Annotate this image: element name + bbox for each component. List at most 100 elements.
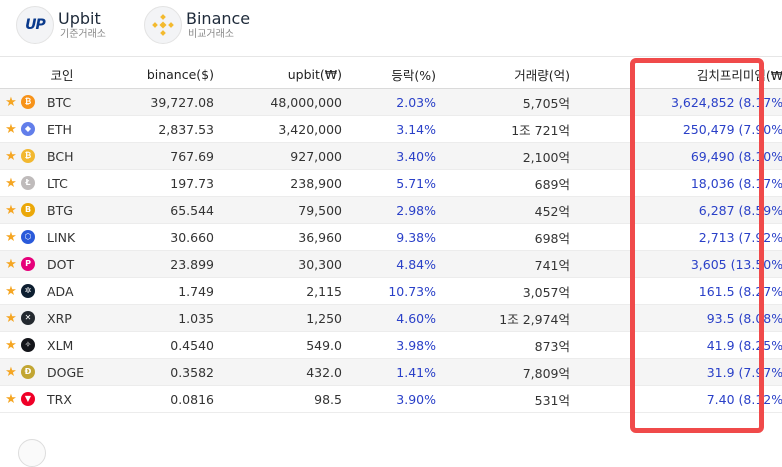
kimchi-premium: 7.40 (8.12%) bbox=[570, 385, 782, 413]
binance-exchange-button[interactable]: Binance 비교거래소 bbox=[144, 6, 250, 44]
bottom-avatar bbox=[18, 439, 46, 467]
coin-symbol: DOT bbox=[47, 256, 75, 272]
header-divider bbox=[0, 56, 782, 57]
kimchi-premium: 2,713 (7.92%) bbox=[570, 223, 782, 251]
upbit-exchange-button[interactable]: UP Upbit 기준거래소 bbox=[16, 6, 106, 44]
trade-volume: 873억 bbox=[436, 331, 570, 359]
upbit-price: 1,250 bbox=[214, 304, 342, 332]
change-percent: 4.84% bbox=[342, 250, 436, 278]
coin-symbol: LINK bbox=[47, 229, 76, 245]
table-row[interactable]: ★ ✲ ADA 1.749 2,115 10.73% 3,057억 161.5 (8.27%) bbox=[0, 277, 782, 305]
cardano-icon: ✲ bbox=[21, 284, 35, 298]
trade-volume: 2,100억 bbox=[436, 142, 570, 170]
table-row[interactable]: ★ ✕ XRP 1.035 1,250 4.60% 1조 2,974억 93.5 (8.08%… bbox=[0, 304, 782, 332]
kimchi-premium: 250,479 (7.90%) bbox=[570, 115, 782, 143]
favorite-star-icon[interactable]: ★ bbox=[5, 121, 17, 137]
table-row[interactable]: ★ ✧ XLM 0.4540 549.0 3.98% 873억 41.9 (8.25%) bbox=[0, 331, 782, 359]
kimchi-premium-table: 코인 binance($) upbit(₩) 등락(%) 거래량(억) 김치프리… bbox=[0, 60, 782, 413]
coin-cell: ★ ✧ XLM bbox=[0, 331, 104, 359]
coin-cell: ★ ✕ XRP bbox=[0, 304, 104, 332]
binance-price: 1.749 bbox=[104, 277, 214, 305]
upbit-price: 2,115 bbox=[214, 277, 342, 305]
header-upbit[interactable]: upbit(₩) bbox=[214, 60, 342, 89]
table-row[interactable]: ★ Ð DOGE 0.3582 432.0 1.41% 7,809억 31.9 (7.97%) bbox=[0, 358, 782, 386]
binance-price: 197.73 bbox=[104, 169, 214, 197]
upbit-price: 36,960 bbox=[214, 223, 342, 251]
header-volume[interactable]: 거래량(억) bbox=[436, 60, 570, 89]
header-change[interactable]: 등락(%) bbox=[342, 60, 436, 89]
favorite-star-icon[interactable]: ★ bbox=[5, 148, 17, 164]
table-row[interactable]: ★ ₿ BCH 767.69 927,000 3.40% 2,100억 69,490 (8.1… bbox=[0, 142, 782, 170]
favorite-star-icon[interactable]: ★ bbox=[5, 337, 17, 353]
upbit-price: 432.0 bbox=[214, 358, 342, 386]
stellar-icon: ✧ bbox=[21, 338, 35, 352]
table-row[interactable]: ★ ⬡ LINK 30.660 36,960 9.38% 698억 2,713 (7.92%) bbox=[0, 223, 782, 251]
coin-symbol: LTC bbox=[47, 175, 68, 191]
favorite-star-icon[interactable]: ★ bbox=[5, 175, 17, 191]
coin-symbol: BTC bbox=[47, 94, 72, 110]
upbit-price: 79,500 bbox=[214, 196, 342, 224]
table-row[interactable]: ★ Ł LTC 197.73 238,900 5.71% 689억 18,036 (8.17%… bbox=[0, 169, 782, 197]
favorite-star-icon[interactable]: ★ bbox=[5, 364, 17, 380]
binance-price: 65.544 bbox=[104, 196, 214, 224]
kimchi-premium: 93.5 (8.08%) bbox=[570, 304, 782, 332]
binance-price: 23.899 bbox=[104, 250, 214, 278]
kimchi-premium: 31.9 (7.97%) bbox=[570, 358, 782, 386]
upbit-logo-text: UP bbox=[25, 17, 46, 33]
upbit-price: 3,420,000 bbox=[214, 115, 342, 143]
change-percent: 3.14% bbox=[342, 115, 436, 143]
coin-cell: ★ ⬡ LINK bbox=[0, 223, 104, 251]
coin-symbol: XLM bbox=[47, 337, 74, 353]
coin-symbol: BCH bbox=[47, 148, 74, 164]
change-percent: 3.40% bbox=[342, 142, 436, 170]
coin-symbol: XRP bbox=[47, 310, 72, 326]
bitcoin-cash-icon: ₿ bbox=[21, 149, 35, 163]
trade-volume: 1조 2,974억 bbox=[436, 304, 570, 332]
change-percent: 10.73% bbox=[342, 277, 436, 305]
ethereum-icon: ◆ bbox=[21, 122, 35, 136]
header-binance[interactable]: binance($) bbox=[104, 60, 214, 89]
upbit-price: 549.0 bbox=[214, 331, 342, 359]
trade-volume: 3,057억 bbox=[436, 277, 570, 305]
trade-volume: 1조 721억 bbox=[436, 115, 570, 143]
kimchi-premium: 3,605 (13.50%) bbox=[570, 250, 782, 278]
trade-volume: 452억 bbox=[436, 196, 570, 224]
coin-cell: ★ ₿ BTC bbox=[0, 88, 104, 116]
upbit-price: 238,900 bbox=[214, 169, 342, 197]
coin-symbol: DOGE bbox=[47, 364, 85, 380]
dogecoin-icon: Ð bbox=[21, 365, 35, 379]
binance-price: 1.035 bbox=[104, 304, 214, 332]
kimchi-premium: 69,490 (8.10%) bbox=[570, 142, 782, 170]
favorite-star-icon[interactable]: ★ bbox=[5, 283, 17, 299]
table-row[interactable]: ★ ▼ TRX 0.0816 98.5 3.90% 531억 7.40 (8.12%) bbox=[0, 385, 782, 413]
upbit-price: 98.5 bbox=[214, 385, 342, 413]
change-percent: 2.98% bbox=[342, 196, 436, 224]
trade-volume: 531억 bbox=[436, 385, 570, 413]
coin-cell: ★ P DOT bbox=[0, 250, 104, 278]
coin-symbol: TRX bbox=[47, 391, 72, 407]
table-row[interactable]: ★ B BTG 65.544 79,500 2.98% 452억 6,287 (8.59%) bbox=[0, 196, 782, 224]
table-row[interactable]: ★ ₿ BTC 39,727.08 48,000,000 2.03% 5,705억 3,624… bbox=[0, 88, 782, 116]
favorite-star-icon[interactable]: ★ bbox=[5, 256, 17, 272]
favorite-star-icon[interactable]: ★ bbox=[5, 229, 17, 245]
coin-symbol: ADA bbox=[47, 283, 74, 299]
coin-cell: ★ ✲ ADA bbox=[0, 277, 104, 305]
upbit-price: 48,000,000 bbox=[214, 88, 342, 116]
binance-price: 30.660 bbox=[104, 223, 214, 251]
change-percent: 3.90% bbox=[342, 385, 436, 413]
trade-volume: 5,705억 bbox=[436, 88, 570, 116]
favorite-star-icon[interactable]: ★ bbox=[5, 310, 17, 326]
favorite-star-icon[interactable]: ★ bbox=[5, 391, 17, 407]
bitcoin-gold-icon: B bbox=[21, 203, 35, 217]
favorite-star-icon[interactable]: ★ bbox=[5, 94, 17, 110]
header-coin[interactable]: 코인 bbox=[0, 60, 104, 89]
change-percent: 1.41% bbox=[342, 358, 436, 386]
table-row[interactable]: ★ P DOT 23.899 30,300 4.84% 741억 3,605 (13.50%) bbox=[0, 250, 782, 278]
binance-price: 0.4540 bbox=[104, 331, 214, 359]
table-row[interactable]: ★ ◆ ETH 2,837.53 3,420,000 3.14% 1조 721억 250,47… bbox=[0, 115, 782, 143]
change-percent: 3.98% bbox=[342, 331, 436, 359]
favorite-star-icon[interactable]: ★ bbox=[5, 202, 17, 218]
upbit-subtitle: 기준거래소 bbox=[60, 28, 106, 40]
coin-cell: ★ Ð DOGE bbox=[0, 358, 104, 386]
header-kimchi-premium[interactable]: 김치프리미엄(₩) bbox=[570, 60, 782, 89]
